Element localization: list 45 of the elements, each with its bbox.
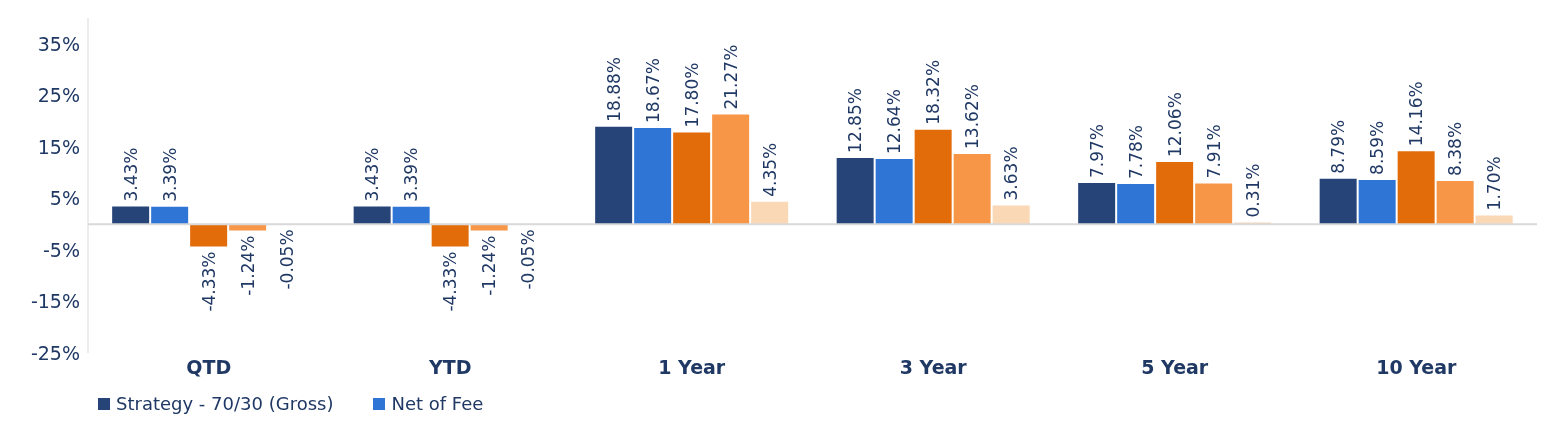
y-tick-label: -15% [30,290,80,313]
legend-label: Strategy - 70/30 (Gross) [116,393,334,414]
data-label: 7.78% [1125,125,1146,180]
data-label: 3.39% [401,147,422,202]
data-label: -4.33% [440,251,461,312]
y-tick-label: 25% [37,84,80,107]
data-label: 14.16% [1406,81,1427,147]
y-tick-label: 15% [37,135,80,158]
data-label: 7.91% [1203,124,1224,179]
data-label: 7.97% [1086,124,1107,179]
legend-label: Net of Fee [391,393,484,414]
data-label: 3.63% [1001,146,1022,201]
x-tick-label: QTD [186,356,232,379]
data-label: 3.43% [362,147,383,202]
y-tick-label: 5% [49,187,80,210]
data-label: -0.05% [518,229,539,290]
x-tick-label: YTD [428,356,472,379]
x-tick-label: 10 Year [1376,356,1457,379]
x-tick-label: 1 Year [658,356,726,379]
data-label: 4.35% [759,142,780,197]
data-label: 3.43% [120,147,141,202]
data-label: -4.33% [198,251,219,312]
data-label: 12.64% [884,89,905,155]
y-tick-label: -5% [43,238,80,261]
data-label: 18.67% [642,58,663,123]
data-label: 0.31% [1242,163,1263,218]
x-tick-label: 3 Year [899,356,968,379]
data-label: 3.39% [159,147,180,202]
data-label: 1.70% [1484,156,1505,211]
y-tick-label: -25% [30,341,80,364]
data-label: 8.38% [1445,121,1466,176]
data-label: 18.32% [923,59,944,125]
data-label: 21.27% [720,44,741,110]
data-label: 18.88% [603,57,624,122]
data-label: 8.59% [1367,120,1388,175]
data-label: 8.79% [1328,119,1349,174]
x-tick-label: 5 Year [1141,356,1209,379]
data-label: -1.24% [237,235,258,296]
data-label: 17.80% [681,62,702,128]
data-label: 12.06% [1164,92,1185,157]
data-label: -0.05% [276,229,297,290]
y-tick-label: 35% [37,32,80,55]
data-label: -1.24% [479,235,500,296]
data-label: 12.85% [845,88,866,153]
data-label: 13.62% [962,84,983,149]
